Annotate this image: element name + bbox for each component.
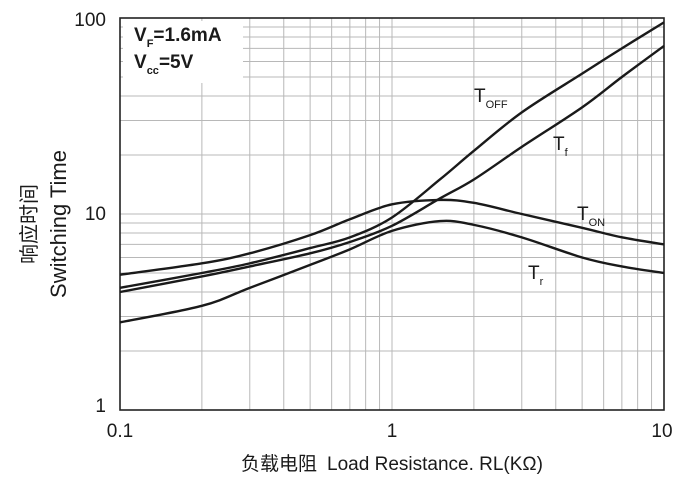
y-axis-label-cn: 响应时间	[18, 184, 41, 264]
series-line-on	[119, 198, 665, 276]
series-layer	[119, 21, 665, 324]
series-label-tr: Tr	[528, 263, 544, 288]
y-tick-1: 1	[95, 396, 106, 417]
y-axis-label-en: Switching Time	[46, 150, 71, 298]
grid	[120, 18, 664, 410]
series-line-r	[119, 219, 665, 324]
conditions-box: VF=1.6mA Vcc=5V	[123, 21, 243, 83]
x-tick-1: 1	[387, 421, 398, 442]
x-tick-0.1: 0.1	[107, 421, 133, 442]
x-tick-10: 10	[651, 421, 672, 442]
condition-vf: VF=1.6mA	[134, 25, 222, 50]
series-line-f	[119, 44, 665, 294]
y-axis-label: 响应时间 Switching Time	[18, 150, 71, 298]
series-label-toff: TOFF	[474, 86, 508, 111]
y-tick-10: 10	[85, 204, 106, 225]
x-axis-label: 负载电阻 Load Resistance. RL(KΩ)	[241, 453, 543, 475]
series-label-ton: TON	[577, 204, 605, 229]
plot-frame	[119, 17, 665, 411]
series-label-tf: Tf	[553, 134, 569, 159]
condition-vcc: Vcc=5V	[134, 52, 194, 77]
y-tick-100: 100	[74, 10, 106, 31]
